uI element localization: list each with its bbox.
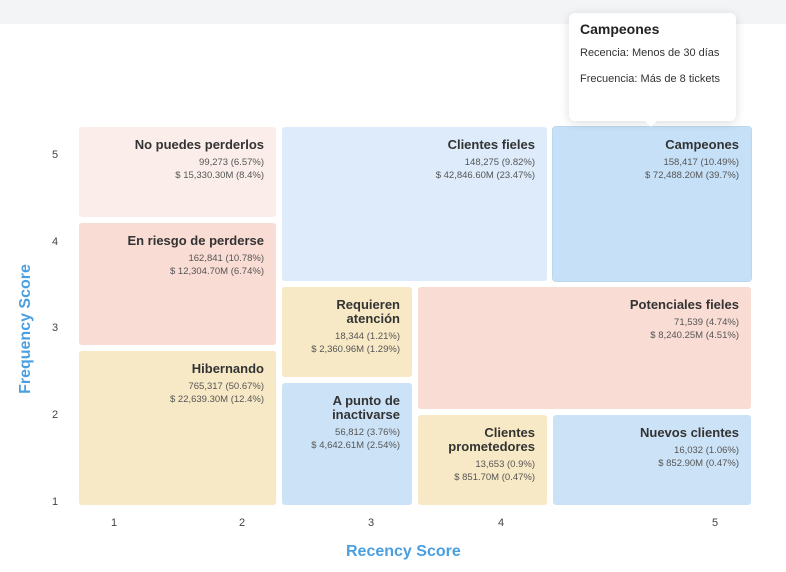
- segment-revenue: $ 42,846.60M (23.47%): [435, 170, 535, 181]
- segment-revenue: $ 852.90M (0.47%): [658, 458, 739, 469]
- segment-a-punto-de-inactivarse[interactable]: A punto de inactivarse 56,812 (3.76%) $ …: [282, 383, 412, 505]
- segment-count: 765,317 (50.67%): [188, 381, 264, 392]
- segment-requieren-atencion[interactable]: Requieren atención 18,344 (1.21%) $ 2,36…: [282, 287, 412, 377]
- segment-count: 13,653 (0.9%): [475, 459, 535, 470]
- x-tick-4: 4: [498, 517, 505, 529]
- segment-clientes-prometedores[interactable]: Clientes prometedores 13,653 (0.9%) $ 85…: [418, 415, 547, 505]
- segment-title: Campeones: [665, 137, 739, 152]
- segment-count: 16,032 (1.06%): [674, 445, 739, 456]
- y-tick-4: 4: [52, 236, 59, 248]
- segment-revenue: $ 851.70M (0.47%): [454, 472, 535, 483]
- x-tick-3: 3: [368, 517, 375, 529]
- tooltip: Campeones Recencia: Menos de 30 días Fre…: [569, 13, 736, 127]
- y-axis-title: Frequency Score: [17, 264, 34, 394]
- segment-en-riesgo-de-perderse[interactable]: En riesgo de perderse 162,841 (10.78%) $…: [79, 223, 276, 345]
- segment-no-puedes-perderlos[interactable]: No puedes perderlos 99,273 (6.57%) $ 15,…: [79, 127, 276, 217]
- segment-title: Potenciales fieles: [629, 297, 739, 312]
- x-tick-2: 2: [239, 517, 246, 529]
- segment-nuevos-clientes[interactable]: Nuevos clientes 16,032 (1.06%) $ 852.90M…: [553, 415, 751, 505]
- y-tick-5: 5: [52, 149, 59, 161]
- segment-clientes-fieles[interactable]: Clientes fieles 148,275 (9.82%) $ 42,846…: [282, 127, 547, 281]
- segment-revenue: $ 72,488.20M (39.7%): [644, 170, 739, 181]
- segment-revenue: $ 22,639.30M (12.4%): [169, 394, 264, 405]
- y-tick-2: 2: [52, 409, 59, 421]
- segment-count: 162,841 (10.78%): [188, 253, 264, 264]
- x-axis-title: Recency Score: [346, 543, 461, 560]
- segment-revenue: $ 2,360.96M (1.29%): [311, 344, 400, 355]
- x-tick-5: 5: [712, 517, 719, 529]
- segment-title: En riesgo de perderse: [127, 233, 264, 248]
- segment-title: Clientes prometedores: [448, 425, 535, 454]
- tooltip-recency: Recencia: Menos de 30 días: [580, 47, 720, 59]
- segment-count: 18,344 (1.21%): [335, 331, 400, 342]
- segment-revenue: $ 12,304.70M (6.74%): [169, 266, 264, 277]
- segment-campeones[interactable]: Campeones 158,417 (10.49%) $ 72,488.20M …: [553, 127, 751, 281]
- y-tick-3: 3: [52, 322, 59, 334]
- segment-revenue: $ 15,330.30M (8.4%): [175, 170, 264, 181]
- segment-revenue: $ 4,642.61M (2.54%): [311, 440, 400, 451]
- segment-count: 158,417 (10.49%): [663, 157, 739, 168]
- tooltip-title: Campeones: [580, 21, 660, 37]
- segment-count: 71,539 (4.74%): [674, 317, 739, 328]
- x-tick-1: 1: [111, 517, 118, 529]
- tooltip-frequency: Frecuencia: Más de 8 tickets: [580, 73, 721, 85]
- segment-hibernando[interactable]: Hibernando 765,317 (50.67%) $ 22,639.30M…: [79, 351, 276, 505]
- segment-title: Hibernando: [191, 361, 264, 376]
- segment-count: 56,812 (3.76%): [335, 427, 400, 438]
- segment-title: No puedes perderlos: [134, 137, 264, 152]
- segment-title: A punto de inactivarse: [332, 393, 400, 422]
- segment-title: Nuevos clientes: [640, 425, 739, 440]
- segment-revenue: $ 8,240.25M (4.51%): [650, 330, 739, 341]
- segment-count: 99,273 (6.57%): [199, 157, 264, 168]
- segment-title: Requieren atención: [336, 297, 400, 326]
- tooltip-arrow: [645, 121, 657, 127]
- segment-count: 148,275 (9.82%): [464, 157, 535, 168]
- segment-potenciales-fieles[interactable]: Potenciales fieles 71,539 (4.74%) $ 8,24…: [418, 287, 751, 409]
- segment-title: Clientes fieles: [447, 137, 535, 152]
- y-tick-1: 1: [52, 496, 59, 508]
